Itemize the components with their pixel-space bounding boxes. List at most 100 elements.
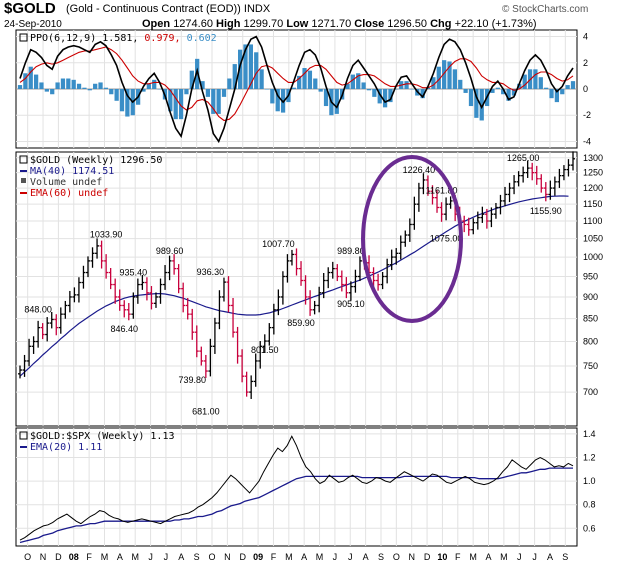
price-bar: [330, 261, 335, 279]
ppo-histogram-bar: [560, 89, 565, 95]
x-axis-label: J: [148, 552, 153, 562]
ppo-histogram-bar: [420, 89, 425, 99]
price-annotation: 1155.90: [530, 206, 562, 216]
ppo-histogram-bar: [425, 87, 431, 89]
chart-date: 24-Sep-2010: [4, 19, 62, 30]
ppo-histogram-bar: [98, 82, 103, 89]
ppo-histogram-bar: [82, 87, 87, 89]
ppo-tick-label: -4: [583, 136, 591, 146]
price-bar: [344, 277, 349, 299]
ppo-histogram-bar: [76, 83, 82, 89]
price-bar: [95, 238, 100, 259]
x-axis-label: M: [131, 552, 139, 562]
price-bar: [131, 292, 136, 319]
ppo-histogram-bar: [264, 89, 270, 90]
price-bar: [190, 308, 195, 340]
ppo-histogram-bar: [458, 79, 463, 89]
ratio-ema-line: [19, 467, 573, 544]
price-bar: [493, 202, 498, 219]
chart-ticker: $GOLD: [4, 0, 56, 17]
ppo-histogram-bar: [275, 89, 280, 112]
x-axis-label: O: [209, 552, 216, 562]
price-annotation: 859.90: [287, 318, 315, 328]
price-bar: [108, 268, 113, 290]
price-annotation: 846.40: [110, 324, 138, 334]
ppo-histogram-bar: [377, 89, 382, 104]
ratio-legend-entry: EMA(20) 1.11: [30, 442, 102, 453]
x-axis-label: F: [455, 552, 461, 562]
ppo-histogram-bar: [479, 89, 484, 121]
ppo-histogram-bar: [517, 83, 522, 89]
price-bar: [221, 277, 226, 302]
price-bar: [99, 240, 104, 269]
price-bar: [22, 354, 27, 377]
price-bar: [548, 180, 553, 200]
ppo-histogram-bar: [254, 52, 259, 89]
price-bar: [226, 276, 231, 313]
ppo-histogram-bar: [195, 58, 200, 89]
price-bar: [371, 267, 376, 289]
ppo-histogram-bar: [146, 83, 151, 89]
price-annotation: 1033.90: [90, 229, 123, 239]
price-bar: [416, 182, 421, 212]
x-axis-label: M: [285, 552, 293, 562]
ppo-histogram-bar: [114, 89, 119, 101]
price-bar: [521, 166, 526, 183]
x-axis-label: 10: [437, 552, 447, 562]
price-bar: [303, 275, 308, 305]
x-axis-label: F: [86, 552, 92, 562]
ppo-histogram-bar: [447, 61, 452, 89]
price-bar: [543, 182, 548, 202]
price-bar: [394, 248, 399, 265]
price-bar: [448, 196, 453, 209]
price-bar: [339, 270, 344, 292]
ppo-histogram-bar: [334, 89, 339, 114]
ratio-legend-entry: $GOLD:$SPX (Weekly) 1.13: [30, 431, 175, 442]
price-tick-label: 1050: [583, 234, 603, 244]
price-tick-label: 950: [583, 271, 598, 281]
price-bar: [439, 202, 444, 222]
panel-frame-2: [15, 151, 578, 427]
price-bar: [530, 162, 535, 181]
high-label: High: [216, 18, 241, 30]
price-bar: [249, 375, 254, 399]
ppo-tick-label: 2: [583, 58, 588, 68]
ppo-histogram-bar: [168, 89, 173, 112]
ppo-signal-line: [19, 46, 574, 122]
x-axis-label: J: [333, 552, 338, 562]
price-annotation: 681.00: [192, 406, 220, 416]
ppo-histogram-bar: [495, 87, 500, 89]
price-annotation: 936.30: [197, 267, 225, 277]
price-bar: [398, 235, 403, 260]
price-bar: [153, 292, 158, 308]
ppo-histogram-bar: [506, 89, 511, 101]
ppo-histogram-bar: [436, 66, 441, 89]
low-value: 1271.70: [311, 18, 352, 30]
ppo-histogram-bar: [366, 89, 372, 91]
price-bar: [403, 230, 408, 247]
x-axis-label: 08: [69, 552, 79, 562]
ppo-histogram-bar: [50, 89, 55, 95]
ppo-histogram-bar: [291, 87, 296, 89]
price-annotation: 1161.80: [426, 185, 458, 195]
ppo-histogram-bar: [361, 82, 366, 89]
price-bar: [534, 165, 539, 185]
price-bar: [113, 278, 118, 304]
price-bar: [317, 286, 322, 313]
price-bar: [561, 165, 566, 181]
ppo-histogram-bar: [17, 85, 23, 89]
ppo-histogram-bar: [307, 70, 313, 89]
ppo-legend: PPO(6,12,9) 1.581, 0.979, 0.602: [30, 33, 217, 44]
stockcharts-logo: © StockCharts.com: [502, 4, 589, 15]
price-bar: [63, 300, 68, 319]
ppo-histogram-bar: [570, 81, 576, 89]
x-axis-label: M: [469, 552, 477, 562]
ppo-histogram-bar: [178, 89, 184, 120]
price-bar: [294, 248, 299, 276]
price-bar: [348, 281, 353, 301]
ppo-histogram-bar: [211, 89, 216, 114]
ppo-histogram-bar: [431, 77, 436, 89]
price-bar: [181, 282, 186, 313]
ppo-histogram-bar: [388, 89, 393, 103]
ppo-histogram-bar: [237, 49, 243, 89]
